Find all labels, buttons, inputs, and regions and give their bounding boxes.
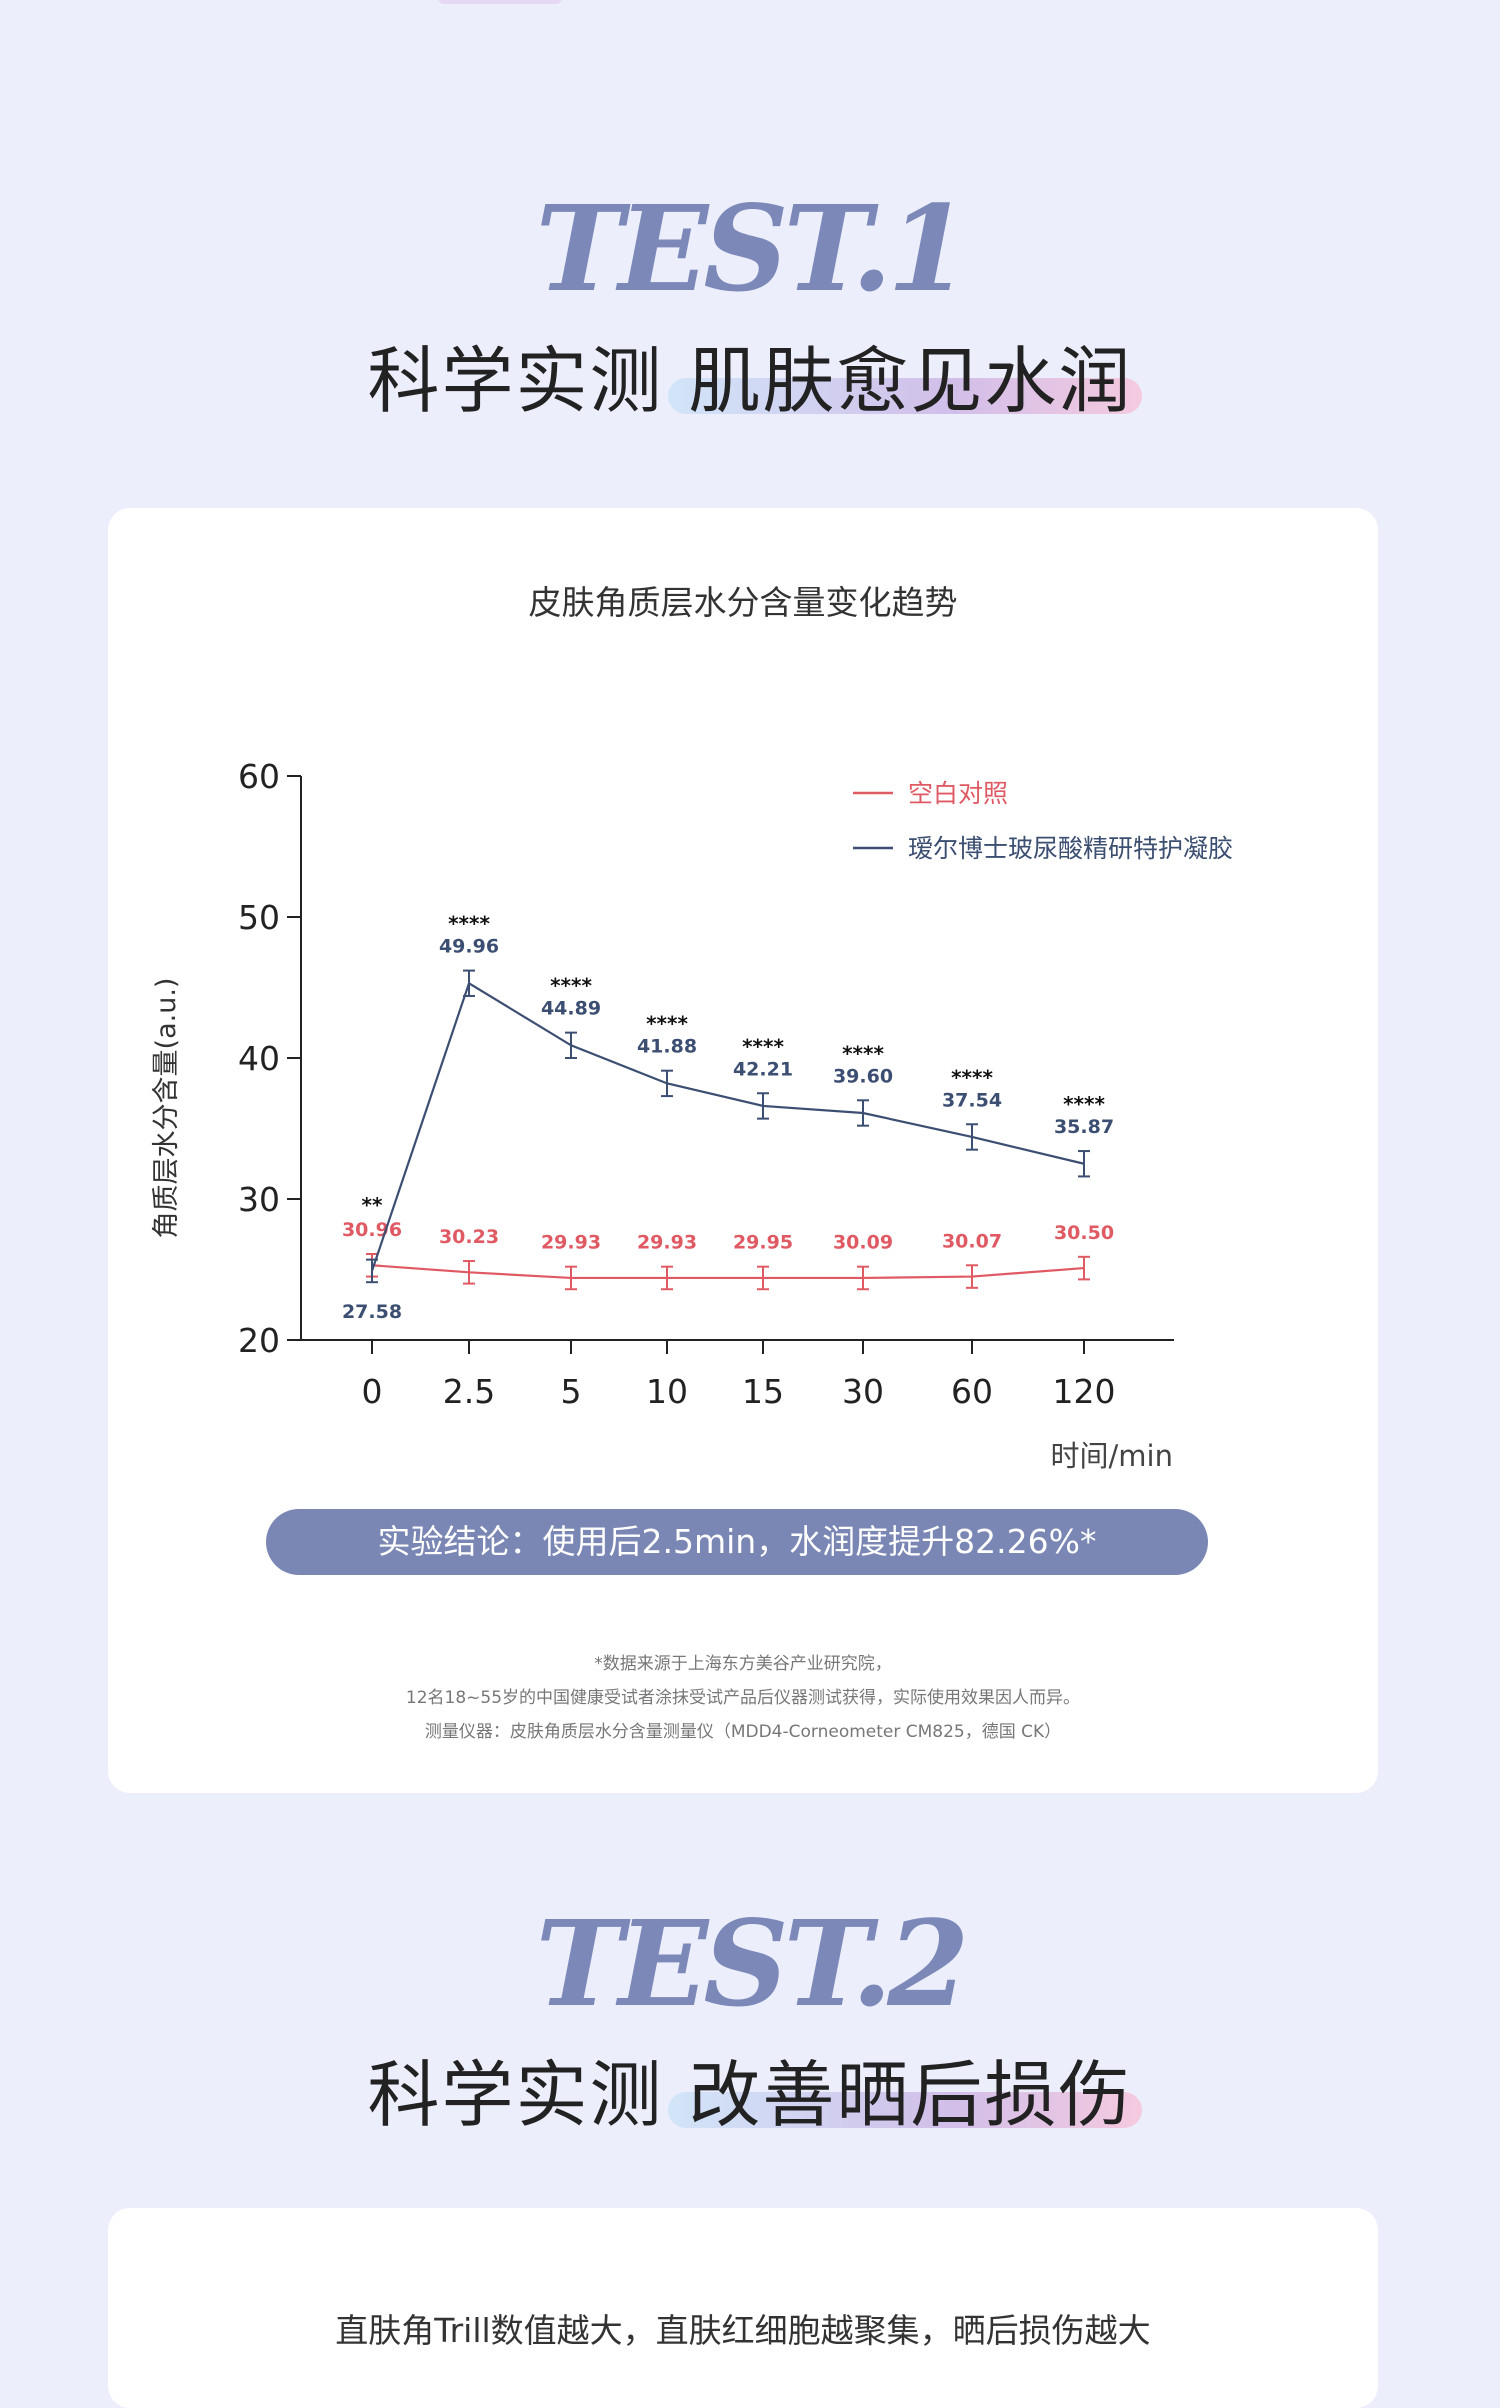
data-label: 49.96 xyxy=(439,936,499,958)
y-tick-label: 20 xyxy=(238,1321,280,1360)
y-tick-label: 30 xyxy=(238,1180,280,1219)
significance-mark: ** xyxy=(362,1193,383,1217)
test-2-card: 直肤角Trill数值越大，直肤红细胞越聚集，晒后损伤越大 xyxy=(108,2208,1378,2408)
data-label: 44.89 xyxy=(541,998,601,1020)
data-label: 29.95 xyxy=(733,1232,793,1254)
x-tick-label: 10 xyxy=(646,1372,688,1411)
y-axis-title: 角质层水分含量(a.u.) xyxy=(151,978,182,1239)
x-tick-label: 30 xyxy=(842,1372,884,1411)
footnote-instrument: 测量仪器：皮肤角质层水分含量测量仪（MDD4-Corneometer CM825… xyxy=(424,1722,1062,1742)
y-tick-label: 60 xyxy=(238,757,280,796)
heading-highlight xyxy=(667,2092,1143,2128)
data-label: 41.88 xyxy=(637,1036,697,1058)
x-tick-label: 0 xyxy=(362,1372,383,1411)
y-tick-label: 50 xyxy=(238,898,280,937)
series-line-2 xyxy=(370,981,1085,1272)
test-2-label: TEST.2 xyxy=(535,1894,970,2033)
section-2-heading-text: 科学实测 改善晒后损伤 xyxy=(367,2053,1133,2137)
data-label: 29.93 xyxy=(637,1232,697,1254)
footnotes: *数据来源于上海东方美谷产业研究院， 12名18~55岁的中国健康受试者涂抹受试… xyxy=(108,1647,1378,1749)
x-tick-label: 2.5 xyxy=(443,1372,495,1411)
data-label: 30.23 xyxy=(439,1226,499,1248)
moisture-line-chart: 20 30 40 50 60 0 2.5 5 10 15 30 60 120 时间/min 角质层水分含量(… xyxy=(151,757,1233,1473)
significance-mark: **** xyxy=(550,974,592,998)
x-tick-label: 5 xyxy=(561,1372,582,1411)
test-2-card-text: 直肤角Trill数值越大，直肤红细胞越聚集，晒后损伤越大 xyxy=(335,2311,1151,2350)
data-label: 35.87 xyxy=(1054,1116,1114,1138)
x-tick-label: 15 xyxy=(742,1372,784,1411)
test-1-label: TEST.1 xyxy=(535,179,970,318)
data-label: 42.21 xyxy=(733,1058,793,1080)
footnote-subjects: 12名18~55岁的中国健康受试者涂抹受试产品后仪器测试获得，实际使用效果因人而… xyxy=(405,1688,1081,1708)
x-axis-title: 时间/min xyxy=(1051,1439,1173,1473)
data-label: 39.60 xyxy=(833,1065,893,1087)
chart-card: 皮肤角质层水分含量变化趋势 20 30 40 50 60 0 2.5 5 10 15 30 60 120… xyxy=(108,508,1378,1793)
heading-highlight xyxy=(667,378,1143,414)
section-1-heading-text: 科学实测 肌肤愈见水润 xyxy=(367,339,1133,423)
significance-mark: **** xyxy=(1063,1092,1105,1116)
conclusion-banner: 实验结论：使用后2.5min，水润度提升82.26%* xyxy=(266,1509,1208,1575)
data-label: 37.54 xyxy=(942,1089,1002,1111)
y-tick-label: 40 xyxy=(238,1039,280,1078)
x-tick-label: 60 xyxy=(951,1372,993,1411)
top-decoration xyxy=(438,0,562,4)
data-label: 27.58 xyxy=(342,1301,402,1323)
legend-label: 瑷尔博士玻尿酸精研特护凝胶 xyxy=(908,834,1233,863)
data-label: 30.50 xyxy=(1054,1222,1114,1244)
significance-mark: **** xyxy=(646,1012,688,1036)
significance-mark: **** xyxy=(448,912,490,936)
data-label: 30.07 xyxy=(942,1230,1002,1252)
chart-title: 皮肤角质层水分含量变化趋势 xyxy=(528,583,958,622)
x-tick-label: 120 xyxy=(1053,1372,1116,1411)
data-label: 29.93 xyxy=(541,1232,601,1254)
data-label: 30.96 xyxy=(342,1219,402,1241)
significance-mark: **** xyxy=(742,1034,784,1058)
series-line-1 xyxy=(371,1264,1085,1280)
section-2-heading: 科学实测 改善晒后损伤 xyxy=(0,2052,1500,2138)
section-1-heading: 科学实测 肌肤愈见水润 xyxy=(0,338,1500,424)
footnote-source: *数据来源于上海东方美谷产业研究院， xyxy=(594,1654,892,1674)
legend-label: 空白对照 xyxy=(908,779,1008,808)
data-label: 30.09 xyxy=(833,1232,893,1254)
significance-mark: **** xyxy=(951,1065,993,1089)
significance-mark: **** xyxy=(842,1041,884,1065)
